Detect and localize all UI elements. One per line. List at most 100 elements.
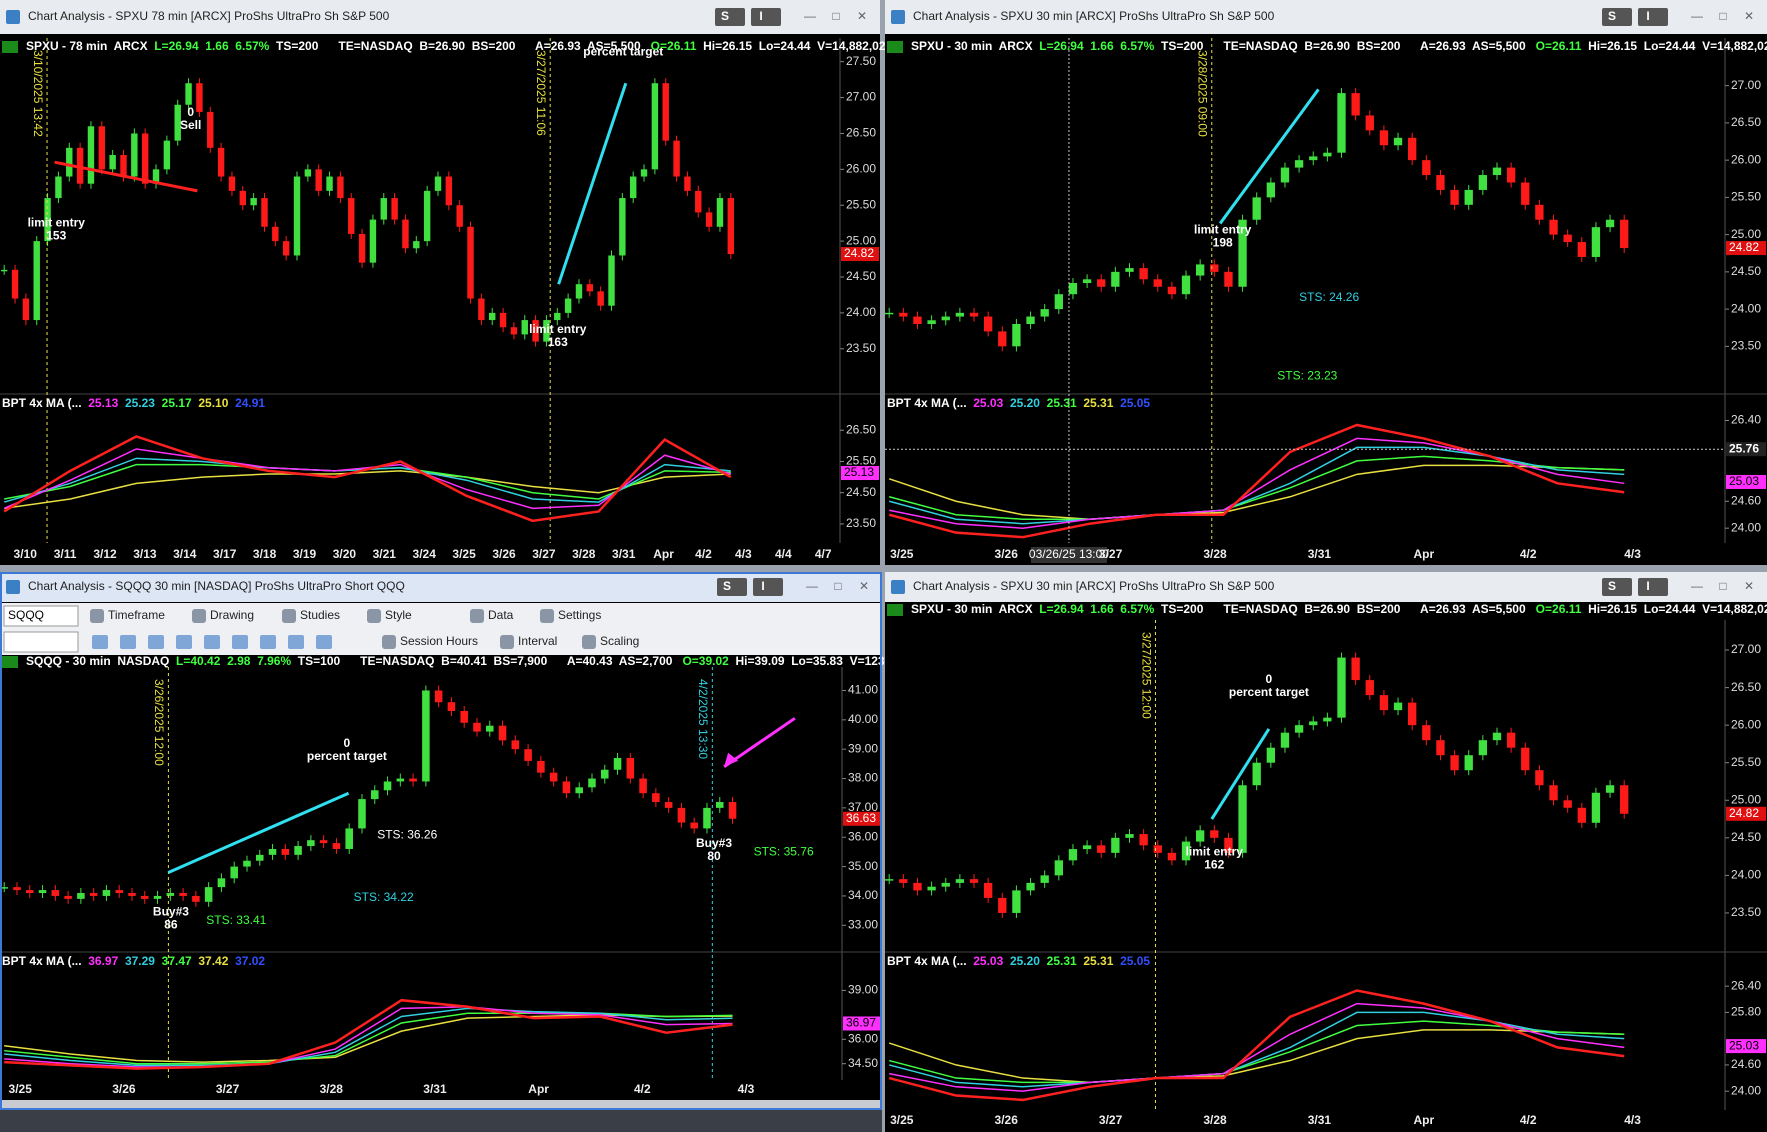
toolbar-icon[interactable]	[192, 609, 206, 623]
window-control[interactable]: □	[834, 579, 841, 593]
candle	[1393, 702, 1403, 711]
symbol-input[interactable]: SQQQ	[8, 608, 44, 622]
title-button[interactable]	[1602, 8, 1632, 26]
title-button[interactable]	[1638, 578, 1668, 596]
window-control[interactable]: ✕	[1744, 579, 1754, 593]
window-control[interactable]: —	[1691, 579, 1703, 593]
candle	[434, 176, 442, 191]
title-button-label[interactable]: I	[759, 9, 762, 23]
title-button[interactable]	[753, 578, 783, 596]
title-button[interactable]	[717, 578, 747, 596]
toolbar-button[interactable]: Settings	[558, 608, 601, 622]
candle	[456, 205, 463, 227]
title-button[interactable]	[1602, 578, 1632, 596]
toolbar-button[interactable]: Style	[385, 608, 412, 622]
toolbar-icon[interactable]	[204, 635, 220, 649]
candle	[485, 725, 494, 732]
toolbar-icon[interactable]	[282, 609, 296, 623]
window-control[interactable]: ✕	[1744, 9, 1754, 23]
indicator-reading: 25.03	[973, 396, 1003, 410]
indicator-line	[3, 448, 732, 510]
toolbar-button[interactable]: Interval	[518, 634, 557, 648]
candle	[294, 846, 302, 855]
date-label: Apr	[1413, 1113, 1434, 1127]
toolbar-icon[interactable]	[367, 609, 381, 623]
symbol-box[interactable]	[3, 631, 79, 653]
toolbar-icon[interactable]	[500, 635, 514, 649]
toolbar-icon[interactable]	[90, 609, 104, 623]
date-label: 3/27	[1099, 547, 1123, 561]
indicator-tick-label: 24.00	[1731, 520, 1761, 534]
toolbar-icon[interactable]	[470, 609, 484, 623]
chart-window: Chart Analysis - SPXU 30 min [ARCX] ProS…	[885, 572, 1767, 1132]
toolbar-icon[interactable]	[176, 635, 192, 649]
window-control[interactable]: —	[804, 9, 816, 23]
title-button-label[interactable]: S	[1608, 579, 1616, 593]
toolbar-button[interactable]: Data	[488, 608, 514, 622]
window-control[interactable]: □	[1719, 9, 1726, 23]
indicator-tag	[1726, 1039, 1766, 1054]
indicator-tick-label: 24.60	[1731, 493, 1761, 507]
candle	[927, 886, 936, 891]
indicator-tick-label: 39.00	[848, 983, 878, 997]
title-button-label[interactable]: I	[1646, 9, 1649, 23]
window-control[interactable]: □	[832, 9, 839, 23]
price-tick-label: 23.50	[1731, 339, 1761, 353]
candle	[166, 893, 175, 896]
title-button[interactable]	[751, 8, 781, 26]
trade-annotation: 163	[548, 335, 568, 349]
title-button[interactable]	[715, 8, 745, 26]
toolbar-button[interactable]: Scaling	[600, 634, 639, 648]
toolbar-icon[interactable]	[288, 635, 304, 649]
title-button-label[interactable]: S	[721, 9, 729, 23]
toolbar-icon[interactable]	[260, 635, 276, 649]
toolbar-icon[interactable]	[540, 609, 554, 623]
toolbar-icon[interactable]	[148, 635, 164, 649]
title-button[interactable]	[1638, 8, 1668, 26]
candle	[549, 772, 558, 782]
window-title: Chart Analysis - SQQQ 30 min [NASDAQ] Pr…	[28, 579, 405, 593]
indicator-line	[888, 1029, 1625, 1084]
title-button-label[interactable]: S	[1608, 9, 1616, 23]
price-tick-label: 24.50	[846, 269, 876, 283]
indicator-reading: 37.02	[235, 954, 265, 968]
toolbar-icon[interactable]	[120, 635, 136, 649]
trade-annotation: limit entry	[1194, 222, 1252, 236]
indicator-gap	[1113, 954, 1120, 968]
candle	[140, 895, 149, 899]
indicator-line	[4, 998, 733, 1070]
candle	[131, 133, 138, 177]
toolbar-button[interactable]: Session Hours	[400, 634, 478, 648]
toolbar-button[interactable]: Studies	[300, 608, 340, 622]
toolbar-icon[interactable]	[382, 635, 396, 649]
trade-annotation: STS: 24.26	[1299, 290, 1359, 304]
window-control[interactable]: □	[1719, 579, 1726, 593]
symbol-box[interactable]	[3, 605, 79, 627]
last-price-tag	[1726, 241, 1766, 256]
toolbar-button[interactable]: Drawing	[210, 608, 254, 622]
toolbar-icon[interactable]	[582, 635, 596, 649]
title-button-label[interactable]: I	[761, 579, 764, 593]
window-control[interactable]: —	[806, 579, 818, 593]
title-button-label[interactable]: S	[723, 579, 731, 593]
window-control[interactable]: —	[1691, 9, 1703, 23]
candle	[1563, 800, 1572, 808]
toolbar-icon[interactable]	[232, 635, 248, 649]
price-tick-label: 24.50	[1731, 264, 1761, 278]
candle	[1068, 283, 1078, 295]
indicator-tag-label: 25.03	[1729, 1038, 1759, 1052]
candle	[1379, 695, 1389, 711]
toolbar-button[interactable]: Timeframe	[108, 608, 165, 622]
price-tick-label: 25.50	[1731, 190, 1761, 204]
date-label: 4/2	[695, 547, 712, 561]
chart-window: Chart Analysis - SQQQ 30 min [NASDAQ] Pr…	[0, 572, 911, 1110]
window-control[interactable]: ✕	[859, 579, 869, 593]
quote-field: SPXU - 30 min ARCX	[911, 602, 1039, 616]
toolbar-icon[interactable]	[316, 635, 332, 649]
indicator-line	[888, 464, 1625, 520]
toolbar-icon[interactable]	[92, 635, 108, 649]
title-button-label[interactable]: I	[1646, 579, 1649, 593]
candle	[25, 890, 34, 894]
scrollbar[interactable]	[0, 1100, 882, 1110]
window-control[interactable]: ✕	[857, 9, 867, 23]
